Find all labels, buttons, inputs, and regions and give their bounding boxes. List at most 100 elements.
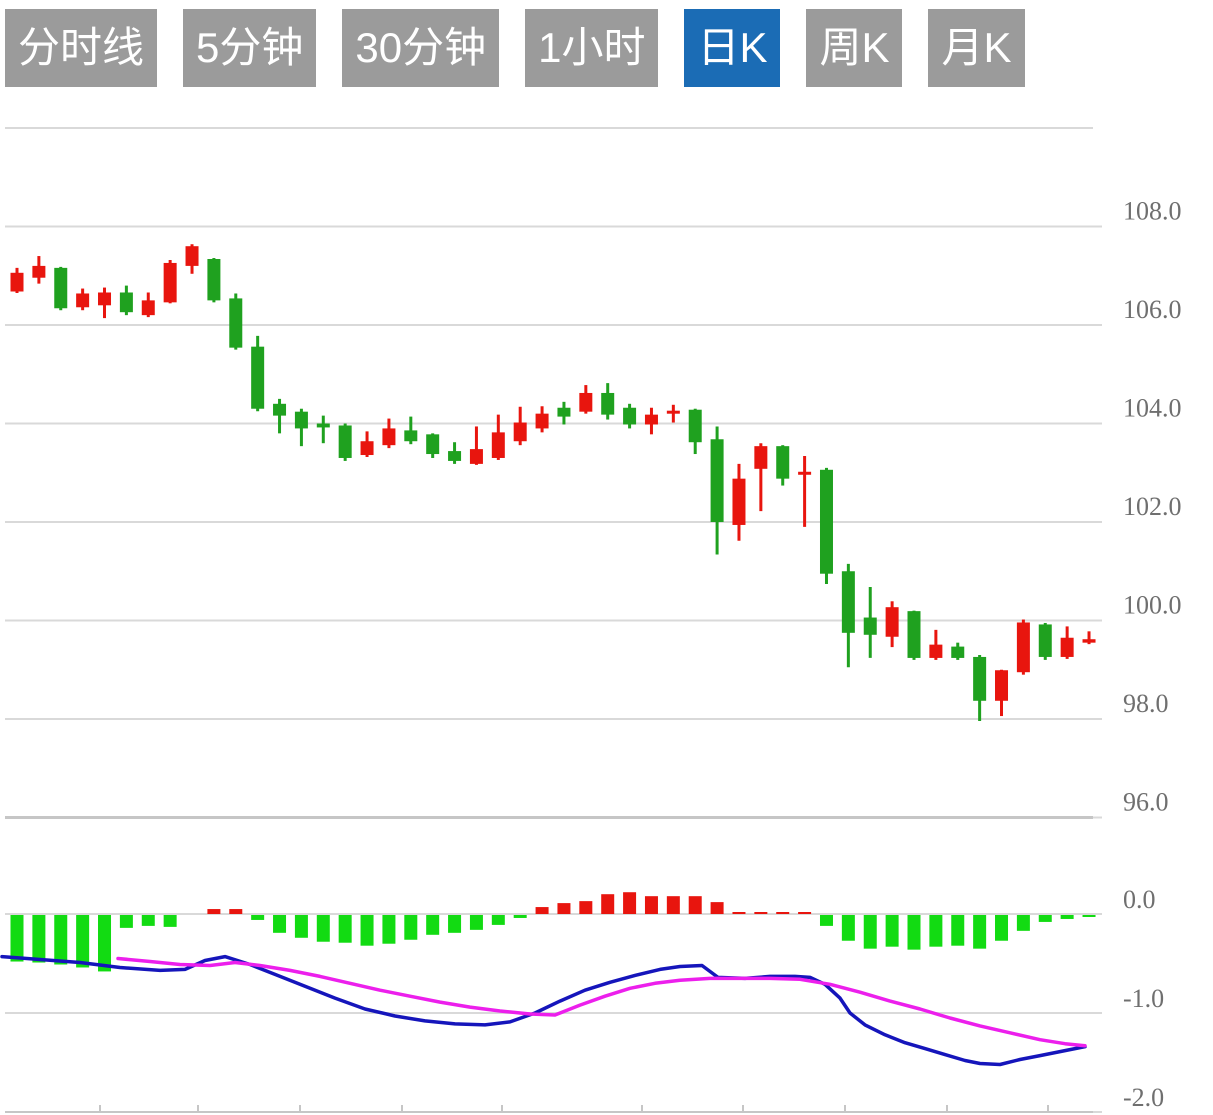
tab-daily-k[interactable]: 日K — [684, 9, 781, 87]
price-axis-label: 108.0 — [1123, 196, 1182, 225]
macd-bar-down — [1038, 915, 1052, 922]
price-axis-labels: 108.0 106.0 104.0 102.0 100.0 98.0 96.0 — [1123, 196, 1182, 816]
candle-body — [141, 300, 155, 316]
candle-body — [863, 617, 877, 635]
macd-bar-down — [469, 915, 483, 930]
macd-bar-down — [141, 915, 155, 926]
macd-bar-down — [841, 915, 855, 941]
candle-body — [32, 265, 46, 278]
candle-body — [163, 262, 177, 303]
tab-timeline[interactable]: 分时线 — [5, 9, 158, 87]
candle-body — [119, 292, 133, 313]
macd-bar-down — [885, 915, 899, 947]
candle-body — [316, 423, 330, 428]
macd-axis-labels: 0.0 -1.0 -2.0 — [1123, 885, 1164, 1112]
macd-bar-up — [535, 907, 549, 914]
macd-bar-down — [491, 915, 505, 925]
tab-1hour[interactable]: 1小时 — [525, 9, 659, 87]
candle-body — [666, 410, 680, 414]
candle-body — [995, 670, 1009, 701]
price-axis-label: 106.0 — [1123, 295, 1182, 324]
tab-monthly-k[interactable]: 月K — [928, 9, 1025, 87]
macd-bar-down — [273, 915, 287, 933]
macd-bar-down — [1016, 915, 1030, 931]
macd-bar-down — [1082, 915, 1096, 917]
tab-30min[interactable]: 30分钟 — [342, 9, 500, 87]
candle-body — [513, 422, 527, 442]
macd-bar-up — [798, 912, 812, 914]
candle-body — [951, 646, 965, 658]
candle-body — [185, 246, 199, 266]
macd-bar-up — [601, 894, 615, 914]
candle-body — [973, 656, 987, 701]
candle-body — [623, 407, 637, 425]
macd-grid — [5, 913, 1093, 1014]
macd-histogram — [10, 892, 1096, 972]
macd-bar-down — [907, 915, 921, 950]
candle-body — [688, 409, 702, 443]
macd-bar-down — [360, 915, 374, 946]
candle-body — [294, 411, 308, 429]
candle-body — [754, 446, 768, 469]
macd-bar-up — [688, 896, 702, 914]
tab-weekly-k[interactable]: 周K — [806, 9, 903, 87]
candle-body — [98, 292, 112, 306]
tab-5min[interactable]: 5分钟 — [183, 9, 317, 87]
macd-bar-down — [513, 915, 527, 918]
macd-bar-down — [163, 915, 177, 927]
candle-body — [535, 413, 549, 429]
macd-bar-down — [54, 915, 68, 965]
candle-body — [885, 607, 899, 637]
macd-bar-up — [776, 912, 790, 914]
candle-body — [819, 469, 833, 574]
macd-axis-label: 0.0 — [1123, 885, 1156, 914]
dea-line — [116, 956, 1087, 1048]
candle-body — [929, 644, 943, 658]
candle-body — [229, 298, 243, 348]
price-axis-label: 104.0 — [1123, 393, 1182, 422]
macd-bar-up — [557, 903, 571, 914]
candle-body — [1082, 639, 1096, 643]
price-grid — [5, 127, 1093, 819]
macd-bar-down — [119, 915, 133, 928]
macd-bar-down — [929, 915, 943, 947]
macd-bar-down — [995, 915, 1009, 941]
macd-bar-down — [404, 915, 418, 940]
candle-body — [251, 346, 265, 409]
candle-body — [10, 272, 24, 292]
macd-bar-down — [251, 915, 265, 920]
candle-body — [557, 407, 571, 417]
macd-bar-down — [32, 915, 46, 963]
candle-body — [273, 403, 287, 416]
candle-body — [491, 432, 505, 458]
candle-body — [732, 478, 746, 525]
macd-bar-down — [426, 915, 440, 935]
macd-bar-up — [579, 901, 593, 914]
candle-body — [469, 449, 483, 464]
macd-bar-down — [316, 915, 330, 942]
candle-body — [54, 267, 68, 309]
candle-body — [601, 392, 615, 415]
candle-body — [448, 451, 462, 461]
macd-bar-up — [754, 912, 768, 914]
candle-body — [710, 439, 724, 522]
macd-bar-down — [819, 915, 833, 926]
candle-body — [360, 441, 374, 456]
period-toolbar: 分时线 5分钟 30分钟 1小时 日K 周K 月K — [5, 9, 1025, 87]
candle-body — [1060, 637, 1074, 657]
candle-body — [841, 571, 855, 633]
macd-bar-down — [951, 915, 965, 946]
price-axis-label: 96.0 — [1123, 787, 1169, 816]
macd-bar-down — [294, 915, 308, 938]
price-axis-label: 102.0 — [1123, 492, 1182, 521]
macd-bar-down — [338, 915, 352, 943]
candle-body — [1016, 622, 1030, 673]
candle-body — [426, 434, 440, 455]
candlestick-series — [10, 244, 1096, 721]
candle-body — [579, 392, 593, 412]
macd-bar-down — [10, 915, 24, 962]
price-axis-label: 98.0 — [1123, 689, 1169, 718]
y-axis-ticks — [1093, 225, 1102, 1113]
